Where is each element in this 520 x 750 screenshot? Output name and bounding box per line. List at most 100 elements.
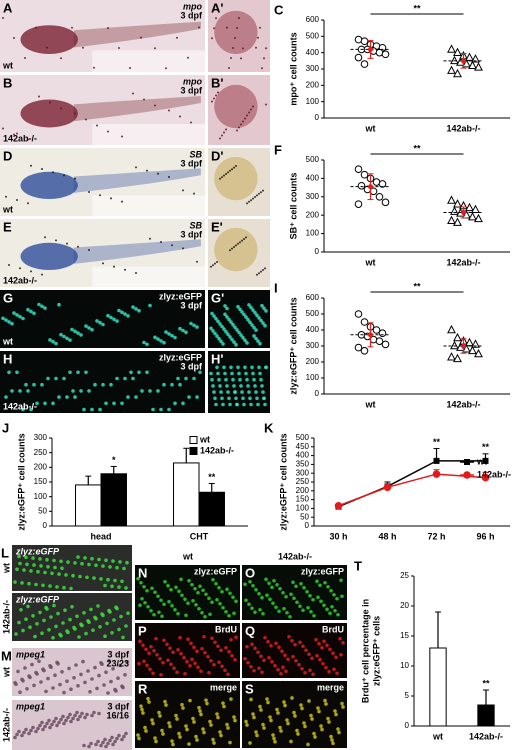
cell <box>172 666 176 671</box>
panel-letter: F <box>274 142 282 157</box>
cell <box>60 670 64 674</box>
cell <box>203 650 207 655</box>
cell <box>50 722 54 727</box>
x-tick-label: wt <box>365 257 376 267</box>
cell <box>265 697 269 701</box>
cell <box>137 736 141 741</box>
cell <box>107 27 109 29</box>
cell <box>182 655 186 660</box>
series-line <box>338 460 486 508</box>
cell <box>159 339 163 343</box>
cell <box>120 737 124 742</box>
point <box>360 318 369 326</box>
cell <box>177 589 181 594</box>
point <box>354 343 363 352</box>
cell <box>158 656 162 661</box>
cell <box>253 310 257 315</box>
cell <box>76 717 80 722</box>
panel-letter: Q <box>245 623 255 638</box>
cell <box>187 742 191 746</box>
cell <box>299 581 303 586</box>
cell <box>148 667 152 672</box>
cell <box>195 395 199 399</box>
cell <box>207 670 211 675</box>
cell <box>211 329 215 333</box>
cell <box>168 176 170 178</box>
cell <box>256 339 260 343</box>
cell <box>298 640 302 645</box>
cell <box>244 117 246 120</box>
cell <box>15 313 19 317</box>
y-axis-label: zlyz:eGFP⁺ cell counts <box>16 433 26 530</box>
cell <box>106 313 110 318</box>
cell <box>184 330 188 335</box>
cell <box>253 646 257 651</box>
significance: * <box>112 455 116 465</box>
cell <box>101 382 105 387</box>
label: 3 dpf <box>181 85 204 95</box>
cell <box>236 129 238 132</box>
cell <box>52 558 56 563</box>
cell <box>225 587 229 592</box>
cell <box>87 620 91 624</box>
cell <box>288 614 292 619</box>
cell <box>156 594 160 599</box>
cell <box>282 700 286 704</box>
cell <box>17 729 21 734</box>
cell <box>24 727 28 732</box>
y-tick-label: 100 <box>306 229 320 238</box>
cell <box>200 610 204 615</box>
cell <box>203 614 207 619</box>
cell <box>254 328 258 332</box>
cell <box>208 612 212 617</box>
cell <box>169 662 173 667</box>
cell <box>80 561 84 566</box>
x-tick-label: CHT <box>190 531 209 541</box>
cell <box>202 730 206 735</box>
y-tick-label: 500 <box>296 433 310 442</box>
cell <box>269 643 273 648</box>
cell <box>126 314 130 318</box>
cell <box>281 665 285 670</box>
cell <box>176 36 178 39</box>
cell <box>305 589 309 594</box>
cell <box>243 582 247 587</box>
cell <box>173 335 177 340</box>
cell <box>52 719 56 724</box>
cell <box>39 564 43 568</box>
cell <box>171 244 173 247</box>
cell <box>233 390 237 394</box>
point <box>482 457 489 464</box>
cell <box>282 606 286 611</box>
panel-letter: D <box>3 148 12 163</box>
cell <box>162 638 166 643</box>
cell <box>240 310 244 314</box>
cell <box>210 600 214 605</box>
cell <box>48 338 52 342</box>
cell <box>162 382 166 387</box>
cell <box>59 559 63 564</box>
cell <box>250 365 254 370</box>
cell <box>221 342 225 346</box>
cell <box>135 272 137 274</box>
mean-point <box>368 184 373 190</box>
cell <box>139 704 143 708</box>
cell <box>223 304 227 308</box>
cell <box>143 600 147 605</box>
cell <box>10 321 14 326</box>
cell <box>46 376 50 381</box>
cell <box>242 47 244 50</box>
cell <box>179 651 183 656</box>
cell <box>266 639 270 644</box>
y-tick-label: 10 <box>400 661 409 670</box>
y-tick-label: 0 <box>305 521 310 530</box>
cell <box>219 137 221 140</box>
panel-letter: J <box>2 420 9 435</box>
label: 16/16 <box>106 710 129 720</box>
cell <box>157 610 161 615</box>
point <box>453 332 462 342</box>
cell <box>208 719 212 724</box>
cell <box>220 324 224 329</box>
cell <box>335 671 339 676</box>
cell <box>68 617 72 622</box>
